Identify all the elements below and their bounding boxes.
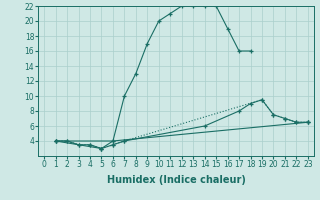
X-axis label: Humidex (Indice chaleur): Humidex (Indice chaleur) (107, 175, 245, 185)
